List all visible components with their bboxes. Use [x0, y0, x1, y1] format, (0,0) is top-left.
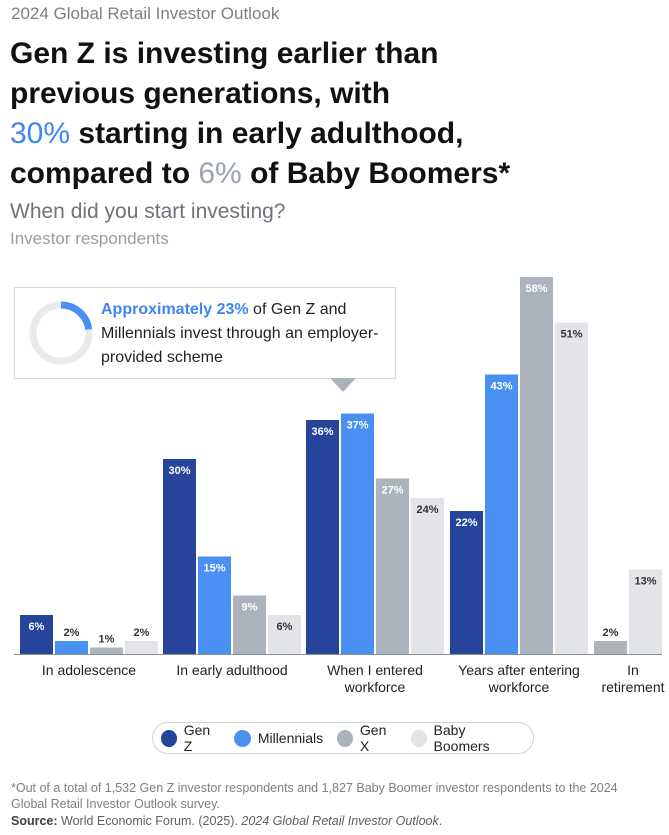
bar-value-label: 6%	[277, 621, 293, 633]
legend-swatch	[233, 729, 251, 747]
headline-line-4-post: of Baby Boomers*	[241, 157, 511, 190]
chart-question: When did you start investing?	[10, 200, 286, 223]
bar-chart: 6% 2% 1% 2% In adolescence 30% 15% 9% 6% In early…	[14, 277, 665, 695]
bar-value-label: 37%	[346, 420, 368, 432]
bar-gen-x-2	[376, 478, 409, 654]
report-eyebrow: 2024 Global Retail Investor Outlook	[11, 4, 280, 23]
bar-value-label: 27%	[381, 485, 403, 497]
headline-line-1: Gen Z is investing earlier than	[10, 37, 439, 70]
bar-value-label: 6%	[29, 621, 45, 633]
bar-value-label: 30%	[168, 465, 190, 477]
bar-baby-boomers-0	[125, 641, 158, 654]
callout-pointer-icon	[330, 378, 356, 392]
source-text: World Economic Forum. (2025).	[57, 814, 242, 828]
bar-gen-z-2	[306, 420, 339, 654]
legend-label: Millennials	[257, 730, 324, 746]
bar-millennials-2	[341, 413, 374, 654]
headline-highlight-gen-z: 30%	[10, 117, 71, 150]
legend-swatch	[410, 729, 427, 747]
progress-ring-arc	[60, 301, 93, 331]
legend-swatch	[161, 729, 177, 747]
legend-item-millennials: Millennials	[233, 729, 324, 747]
bar-value-label: 36%	[311, 426, 333, 438]
footnote: *Out of a total of 1,532 Gen Z investor …	[11, 781, 618, 811]
headline-line-2: previous generations, with	[10, 77, 391, 110]
source-line: Source: World Economic Forum. (2025). 20…	[11, 814, 442, 828]
bar-value-label: 51%	[560, 329, 582, 341]
bar-gen-z-0	[20, 615, 53, 654]
legend-item-gen-z: Gen Z	[161, 722, 220, 754]
headline-line-3: starting in early adulthood,	[70, 117, 464, 150]
category-label: In retirement	[601, 662, 664, 695]
callout-box: Approximately 23% of Gen Z and Millennia…	[14, 287, 396, 379]
bar-gen-x-1	[233, 595, 266, 654]
legend-label: Gen X	[359, 722, 387, 754]
bar-value-label: 9%	[242, 602, 258, 614]
bar-millennials-3	[485, 374, 518, 654]
bar-value-label: 43%	[490, 381, 512, 393]
legend-item-gen-x: Gen X	[337, 722, 397, 754]
bar-value-label: 1%	[99, 634, 115, 646]
bar-value-label: 2%	[64, 627, 80, 639]
bar-gen-z-1	[163, 459, 196, 654]
bar-millennials-0	[55, 641, 88, 654]
source-label: Source:	[11, 814, 58, 828]
bar-baby-boomers-4	[629, 569, 662, 654]
category-label: In early adulthood	[176, 662, 287, 678]
bar-value-label: 13%	[634, 576, 656, 588]
bar-gen-x-3	[520, 277, 553, 654]
headline-highlight-boomers: 6%	[198, 157, 242, 190]
chart-subtitle: Investor respondents	[10, 229, 169, 248]
bar-value-label: 58%	[525, 283, 547, 295]
callout-body: of Gen Z and Millennials invest through …	[101, 301, 379, 366]
source-end: .	[438, 814, 443, 828]
bar-gen-z-3	[450, 511, 483, 654]
legend-label: Gen Z	[183, 722, 211, 754]
callout-text: Approximately 23% of Gen Z and Millennia…	[101, 298, 391, 370]
category-label: Years after entering workforce	[458, 662, 580, 695]
headline: Gen Z is investing earlier than previous…	[10, 34, 660, 194]
bar-value-label: 2%	[134, 627, 150, 639]
bar-baby-boomers-1	[268, 615, 301, 654]
bar-value-label: 15%	[203, 563, 225, 575]
bar-baby-boomers-2	[411, 498, 444, 654]
headline-line-4-pre: compared to	[10, 157, 199, 190]
category-label: In adolescence	[42, 662, 136, 678]
category-label: When I entered workforce	[327, 662, 423, 695]
progress-ring-icon	[29, 301, 93, 365]
legend-item-baby-boomers: Baby Boomers	[410, 722, 519, 754]
bar-value-label: 2%	[603, 627, 619, 639]
legend: Gen Z Millennials Gen X Baby Boomers	[152, 722, 534, 754]
bar-millennials-1	[198, 556, 231, 654]
legend-swatch	[337, 729, 353, 747]
bar-value-label: 24%	[416, 504, 438, 516]
bar-gen-x-4	[594, 641, 627, 654]
legend-label: Baby Boomers	[433, 722, 490, 754]
callout-highlight: Approximately 23%	[101, 301, 249, 318]
source-title: 2024 Global Retail Investor Outlook	[241, 814, 439, 828]
bar-baby-boomers-3	[555, 322, 588, 654]
bar-gen-x-0	[90, 647, 123, 654]
bar-value-label: 22%	[455, 517, 477, 529]
